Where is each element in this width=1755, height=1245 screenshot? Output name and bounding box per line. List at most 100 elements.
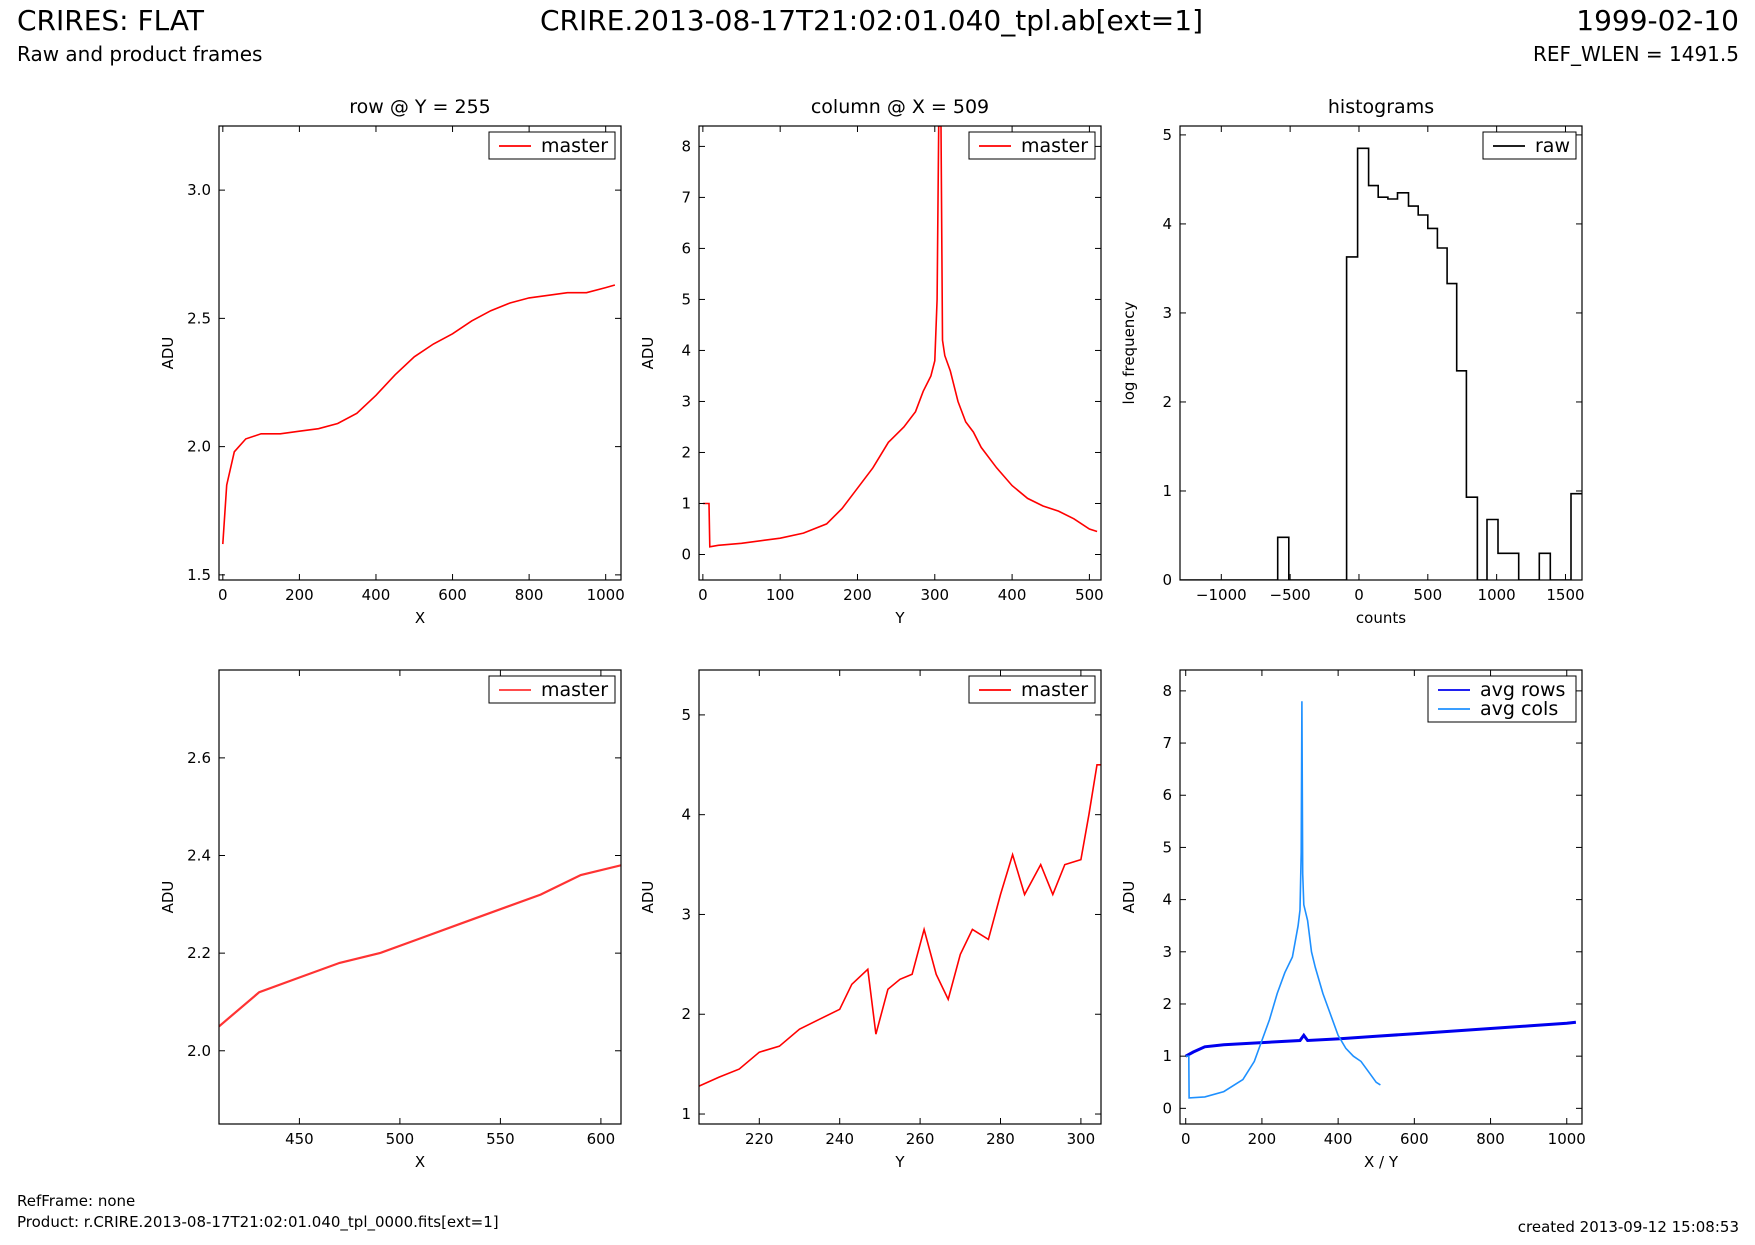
x-tick-label: 0 bbox=[1181, 1130, 1191, 1148]
created-label: created 2013-09-12 15:08:53 bbox=[1517, 1218, 1739, 1236]
x-tick-label: 800 bbox=[515, 586, 544, 604]
x-tick-label: 600 bbox=[587, 1130, 616, 1148]
y-tick-label: 5 bbox=[681, 706, 691, 724]
legend-label: master bbox=[541, 135, 608, 157]
y-tick-label: 2.5 bbox=[187, 309, 211, 327]
page-title: CRIRES: FLAT bbox=[17, 4, 204, 37]
x-tick-label: 600 bbox=[438, 586, 467, 604]
x-tick-label: 500 bbox=[386, 1130, 415, 1148]
y-axis-label: ADU bbox=[159, 337, 177, 370]
series-line-master bbox=[222, 284, 616, 545]
legend-label: master bbox=[1021, 679, 1088, 701]
x-tick-label: 220 bbox=[745, 1130, 774, 1148]
y-tick-label: 5 bbox=[1162, 126, 1172, 144]
x-axis-label: Y bbox=[894, 1153, 905, 1171]
y-axis-label: ADU bbox=[639, 337, 657, 370]
y-tick-label: 3 bbox=[1162, 943, 1172, 961]
x-tick-label: 280 bbox=[986, 1130, 1015, 1148]
y-tick-label: 2.0 bbox=[187, 1042, 211, 1060]
y-tick-label: 8 bbox=[1162, 682, 1172, 700]
x-tick-label: 200 bbox=[285, 586, 314, 604]
y-tick-label: 7 bbox=[1162, 734, 1172, 752]
x-tick-label: 260 bbox=[906, 1130, 935, 1148]
series-line-avg-cols bbox=[1185, 701, 1381, 1099]
plot-frame bbox=[218, 669, 622, 1125]
x-tick-label: 500 bbox=[1413, 586, 1442, 604]
legend-label: avg cols bbox=[1480, 698, 1558, 720]
y-tick-label: 3 bbox=[681, 905, 691, 923]
x-tick-label: 600 bbox=[1400, 1130, 1429, 1148]
y-tick-label: 3 bbox=[1162, 304, 1172, 322]
y-axis-label: ADU bbox=[159, 881, 177, 914]
series-line-raw bbox=[1180, 147, 1582, 580]
y-axis-label: log frequency bbox=[1120, 301, 1138, 404]
chart-title: row @ Y = 255 bbox=[349, 96, 491, 118]
x-tick-label: 240 bbox=[825, 1130, 854, 1148]
y-tick-label: 3 bbox=[681, 392, 691, 410]
y-tick-label: 7 bbox=[681, 188, 691, 206]
chart-panel-6: 0 200 400 600 800 1000 0 1 2 3 4 5 6 7 8 X / Y ADU avg ro… bbox=[1120, 669, 1586, 1171]
plot-frame bbox=[698, 125, 1102, 581]
ref-wlen: REF_WLEN = 1491.5 bbox=[1532, 42, 1739, 66]
y-tick-label: 0 bbox=[1162, 571, 1172, 589]
chart-legend: master bbox=[968, 131, 1096, 160]
page-subtitle: Raw and product frames bbox=[17, 42, 263, 66]
y-tick-label: 1 bbox=[1162, 482, 1172, 500]
y-tick-label: 1 bbox=[681, 494, 691, 512]
plot-frame bbox=[1179, 669, 1583, 1125]
file-name: CRIRE.2013-08-17T21:02:01.040_tpl.ab[ext… bbox=[540, 4, 1204, 37]
y-tick-label: 2.4 bbox=[187, 847, 211, 865]
y-tick-label: 5 bbox=[681, 290, 691, 308]
x-axis-label: Y bbox=[894, 609, 905, 627]
series-line-master bbox=[702, 126, 1098, 548]
chart-legend: master bbox=[488, 131, 616, 160]
series-line-avg-rows bbox=[1184, 1020, 1577, 1058]
legend-box bbox=[1427, 675, 1577, 723]
x-tick-label: 500 bbox=[1075, 586, 1104, 604]
y-tick-label: 1 bbox=[681, 1105, 691, 1123]
x-axis-label: counts bbox=[1356, 609, 1406, 627]
chart-panel-3: −1000 −500 0 500 1000 1500 0 1 2 3 4 5 histograms cou… bbox=[1120, 96, 1585, 627]
y-tick-label: 0 bbox=[681, 545, 691, 563]
y-tick-label: 8 bbox=[681, 137, 691, 155]
x-tick-label: 450 bbox=[285, 1130, 314, 1148]
y-tick-label: 4 bbox=[1162, 891, 1172, 909]
y-tick-label: 2 bbox=[1162, 393, 1172, 411]
y-tick-label: 6 bbox=[1162, 786, 1172, 804]
x-tick-label: 400 bbox=[998, 586, 1027, 604]
y-tick-label: 5 bbox=[1162, 838, 1172, 856]
y-tick-label: 1 bbox=[1162, 1047, 1172, 1065]
plot-frame bbox=[1179, 125, 1583, 581]
y-tick-label: 2.6 bbox=[187, 749, 211, 767]
chart-panel-5: 220 240 260 280 300 1 2 3 4 5 Y ADU master bbox=[639, 669, 1102, 1171]
x-tick-label: 300 bbox=[1067, 1130, 1096, 1148]
x-tick-label: 200 bbox=[1248, 1130, 1277, 1148]
y-tick-label: 2 bbox=[681, 443, 691, 461]
y-tick-label: 2.0 bbox=[187, 438, 211, 456]
y-tick-label: 4 bbox=[681, 341, 691, 359]
chart-title: column @ X = 509 bbox=[811, 96, 989, 118]
refframe-label: RefFrame: none bbox=[17, 1192, 136, 1210]
chart-legend: raw bbox=[1482, 131, 1577, 160]
legend-label: raw bbox=[1535, 135, 1570, 157]
x-tick-label: 0 bbox=[1354, 586, 1364, 604]
x-tick-label: 550 bbox=[486, 1130, 515, 1148]
y-tick-label: 2 bbox=[681, 1005, 691, 1023]
y-tick-label: 6 bbox=[681, 239, 691, 257]
x-tick-label: 400 bbox=[1324, 1130, 1353, 1148]
product-label: Product: r.CRIRE.2013-08-17T21:02:01.040… bbox=[17, 1213, 499, 1231]
x-tick-label: 0 bbox=[218, 586, 228, 604]
x-axis-label: X bbox=[415, 609, 425, 627]
x-tick-label: 200 bbox=[843, 586, 872, 604]
x-axis-label: X bbox=[415, 1153, 425, 1171]
x-tick-label: 1500 bbox=[1546, 586, 1584, 604]
chart-legend: master bbox=[488, 675, 616, 704]
x-tick-label: 1000 bbox=[1548, 1130, 1586, 1148]
legend-label: master bbox=[541, 679, 608, 701]
x-axis-label: X / Y bbox=[1364, 1153, 1399, 1171]
x-tick-label: 1000 bbox=[1478, 586, 1516, 604]
series-line-master bbox=[699, 764, 1101, 1087]
x-tick-label: 1000 bbox=[587, 586, 625, 604]
